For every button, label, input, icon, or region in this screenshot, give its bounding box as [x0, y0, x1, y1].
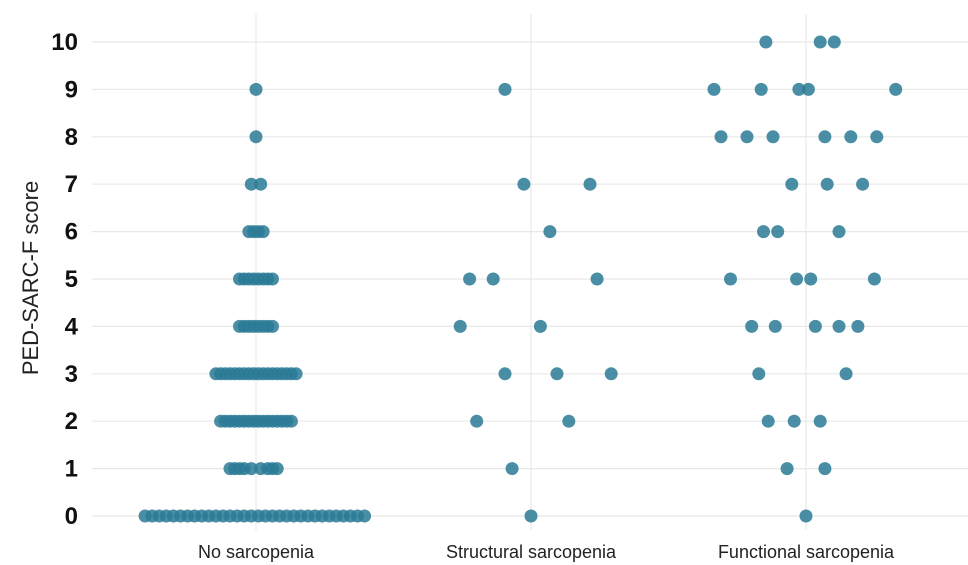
data-point: [590, 272, 604, 286]
x-tick-label: Functional sarcopenia: [718, 542, 895, 562]
data-point: [505, 462, 519, 476]
data-point: [808, 319, 822, 333]
data-point: [249, 130, 263, 144]
y-tick-label: 6: [65, 219, 78, 246]
y-tick-label: 8: [65, 124, 78, 151]
data-point: [768, 319, 782, 333]
data-point: [266, 319, 279, 333]
data-point: [827, 35, 841, 49]
data-point: [604, 367, 618, 381]
data-point: [851, 319, 865, 333]
y-tick-label: 1: [65, 456, 78, 483]
y-tick-label: 3: [65, 361, 78, 388]
y-axis: 0 1 2 3 4 5 6 7 8 9 10: [51, 29, 78, 530]
y-tick-label: 7: [65, 171, 78, 198]
data-point: [562, 414, 576, 428]
data-point: [889, 82, 903, 96]
y-tick-label: 9: [65, 76, 78, 103]
data-point: [453, 319, 467, 333]
y-tick-label: 10: [51, 29, 78, 56]
data-point: [270, 462, 284, 476]
data-point: [820, 177, 834, 191]
y-tick-label: 5: [65, 266, 78, 293]
y-tick-label: 2: [65, 408, 78, 435]
data-point: [745, 319, 759, 333]
data-point: [839, 367, 853, 381]
data-point: [583, 177, 597, 191]
data-point: [832, 319, 846, 333]
data-point: [752, 367, 766, 381]
data-point: [470, 414, 484, 428]
y-tick-label: 0: [65, 503, 78, 530]
data-point: [284, 414, 298, 428]
data-point: [244, 462, 258, 476]
data-point: [780, 462, 794, 476]
data-point: [759, 35, 773, 49]
data-point: [813, 414, 827, 428]
data-point: [787, 414, 801, 428]
data-point: [463, 272, 477, 286]
data-point: [714, 130, 728, 144]
data-point: [358, 509, 372, 523]
y-axis-title: PED-SARC-F score: [18, 181, 43, 375]
data-point: [533, 319, 547, 333]
data-point: [249, 82, 263, 96]
data-point: [498, 367, 512, 381]
data-point: [790, 272, 804, 286]
x-axis: No sarcopenia Structural sarcopenia Functi…: [198, 542, 895, 562]
data-point: [813, 35, 827, 49]
y-tick-label: 4: [65, 313, 79, 340]
data-point: [818, 130, 832, 144]
data-point: [804, 272, 818, 286]
data-point: [870, 130, 884, 144]
data-point: [832, 225, 846, 239]
data-point: [785, 177, 799, 191]
data-point: [517, 177, 531, 191]
data-point: [498, 82, 512, 96]
data-point: [266, 272, 279, 286]
data-point: [771, 225, 785, 239]
data-point: [801, 82, 815, 96]
data-point: [799, 509, 813, 523]
data-point: [740, 130, 754, 144]
data-point: [754, 82, 768, 96]
x-tick-label: Structural sarcopenia: [446, 542, 617, 562]
data-point: [524, 509, 538, 523]
data-point: [844, 130, 858, 144]
data-point: [289, 367, 303, 381]
x-tick-label: No sarcopenia: [198, 542, 315, 562]
data-point: [856, 177, 870, 191]
grid-lines: [92, 14, 968, 530]
data-point: [244, 177, 258, 191]
data-point: [818, 462, 832, 476]
data-point: [757, 225, 770, 239]
data-point: [543, 225, 557, 239]
data-point: [550, 367, 564, 381]
data-point: [792, 82, 806, 96]
data-point: [256, 225, 270, 239]
data-point: [761, 414, 775, 428]
data-point: [867, 272, 881, 286]
data-point: [766, 130, 780, 144]
data-point: [486, 272, 500, 286]
data-point: [724, 272, 737, 286]
data-points: [138, 35, 903, 523]
data-point: [254, 177, 268, 191]
data-point: [707, 82, 721, 96]
